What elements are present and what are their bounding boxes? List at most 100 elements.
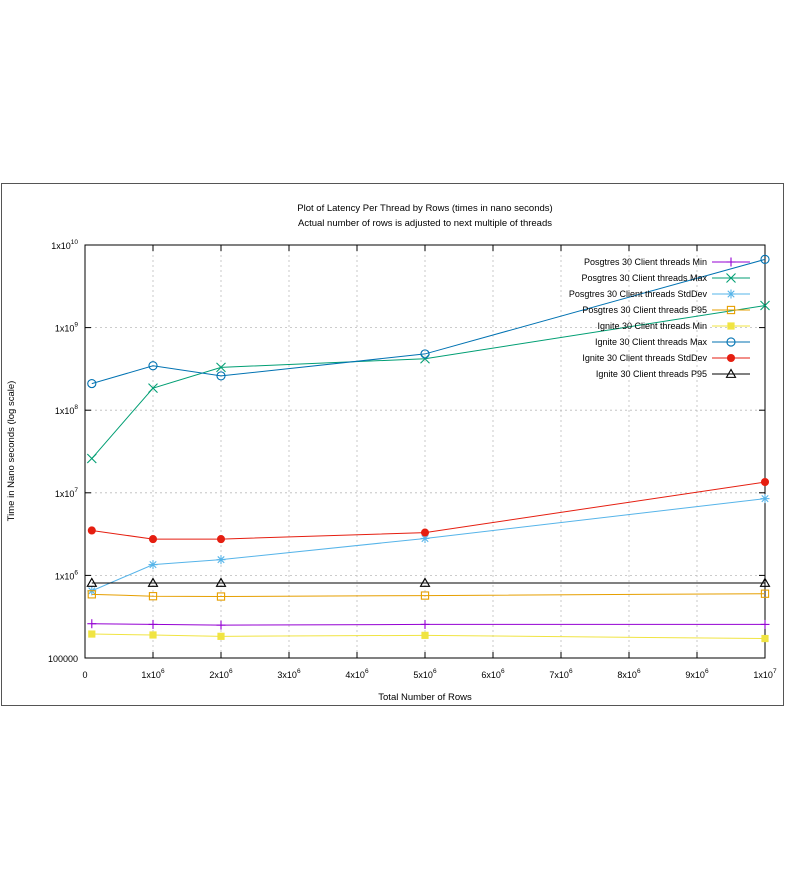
filled-square-marker bbox=[217, 632, 225, 640]
data-point bbox=[148, 361, 158, 371]
filled-circle-marker bbox=[87, 526, 96, 535]
marker-shape bbox=[148, 535, 158, 544]
legend-entry: Ignite 30 Client threads Min bbox=[597, 321, 750, 331]
marker-shape bbox=[420, 349, 430, 359]
marker-stroke bbox=[420, 353, 430, 364]
x-tick-label: 1x107 bbox=[753, 668, 777, 680]
marker-shape bbox=[727, 322, 735, 330]
data-point bbox=[216, 362, 226, 373]
series-1 bbox=[87, 619, 770, 630]
series-7 bbox=[87, 477, 770, 544]
marker-shape bbox=[760, 477, 770, 487]
legend-label: Posgtres 30 Client threads P95 bbox=[582, 305, 707, 315]
data-point bbox=[87, 378, 97, 389]
marker-shape bbox=[216, 371, 226, 381]
filled-square-marker bbox=[421, 631, 429, 639]
marker-shape bbox=[148, 592, 158, 601]
open-square-marker bbox=[216, 592, 226, 601]
x-tick-label: 1x106 bbox=[141, 668, 165, 680]
marker-stroke bbox=[761, 495, 769, 503]
grid-layer bbox=[85, 245, 765, 658]
marker-stroke bbox=[760, 300, 770, 311]
open-triangle-marker bbox=[419, 577, 431, 587]
open-circle-marker bbox=[420, 349, 430, 359]
filled-square-marker bbox=[149, 631, 157, 639]
data-point bbox=[148, 619, 158, 629]
marker-shape bbox=[421, 631, 429, 639]
filled-circle-marker bbox=[726, 353, 736, 363]
data-point bbox=[420, 619, 430, 629]
x-tick-label: 9x106 bbox=[685, 668, 709, 680]
filled-square-marker bbox=[761, 634, 769, 643]
data-point bbox=[217, 632, 225, 640]
data-point bbox=[419, 577, 431, 587]
marker-shape bbox=[215, 577, 227, 587]
data-point bbox=[760, 619, 770, 629]
y-axis-label: Time in Nano seconds (log scale) bbox=[6, 381, 17, 522]
open-triangle-marker bbox=[759, 577, 771, 587]
chart-frame bbox=[1, 183, 784, 706]
marker-stroke bbox=[726, 273, 736, 283]
data-point bbox=[760, 254, 770, 264]
data-point bbox=[86, 453, 97, 464]
data-point bbox=[216, 535, 226, 544]
x-tick-label: 2x106 bbox=[209, 668, 233, 680]
marker-shape bbox=[726, 305, 736, 315]
plus-marker bbox=[760, 619, 770, 629]
data-point bbox=[148, 535, 158, 544]
marker-stroke bbox=[86, 453, 97, 464]
data-point bbox=[216, 620, 226, 630]
y-tick-label: 1x1010 bbox=[51, 239, 78, 251]
marker-shape bbox=[148, 361, 158, 371]
marker-shape bbox=[149, 631, 157, 639]
y-tick-label: 1x107 bbox=[55, 487, 79, 499]
data-point bbox=[761, 634, 769, 643]
legend-label: Ignite 30 Client threads Min bbox=[597, 321, 707, 331]
filled-circle-marker bbox=[148, 535, 158, 544]
marker-shape bbox=[87, 590, 96, 599]
marker-stroke bbox=[148, 383, 158, 394]
series-line bbox=[91, 258, 766, 385]
legend-entry: Ignite 30 Client threads Max bbox=[595, 337, 750, 347]
data-point bbox=[216, 371, 226, 381]
data-point bbox=[88, 630, 96, 638]
asterisk-marker bbox=[726, 289, 736, 299]
marker-shape bbox=[217, 632, 225, 640]
filled-circle-marker bbox=[760, 477, 770, 487]
plus-marker bbox=[87, 619, 97, 629]
legend-label: Posgtres 30 Client threads Max bbox=[581, 273, 707, 283]
open-circle-marker bbox=[760, 254, 770, 264]
marker-shape bbox=[147, 577, 159, 587]
legend-entry: Posgtres 30 Client threads P95 bbox=[582, 305, 750, 315]
marker-shape bbox=[759, 577, 771, 587]
data-point bbox=[148, 592, 158, 601]
cross-marker bbox=[86, 453, 97, 464]
legend-entry: Posgtres 30 Client threads StdDev bbox=[569, 289, 750, 299]
open-circle-marker bbox=[87, 378, 97, 389]
open-circle-marker bbox=[726, 337, 736, 347]
cross-marker bbox=[216, 362, 226, 373]
series-line bbox=[91, 498, 766, 592]
marker-shape bbox=[760, 589, 770, 598]
legend-label: Ignite 30 Client threads Max bbox=[595, 337, 708, 347]
y-tick-label: 1x109 bbox=[55, 322, 79, 334]
marker-stroke bbox=[421, 534, 429, 543]
marker-shape bbox=[216, 592, 226, 601]
data-point bbox=[420, 591, 430, 600]
plus-marker bbox=[420, 619, 430, 629]
marker-stroke bbox=[216, 362, 226, 373]
asterisk-marker bbox=[216, 555, 226, 565]
data-point bbox=[759, 577, 771, 587]
marker-shape bbox=[88, 630, 96, 638]
marker-shape bbox=[419, 577, 431, 587]
legend-entry: Posgtres 30 Client threads Max bbox=[581, 273, 750, 283]
marker-shape bbox=[216, 535, 226, 544]
legend-label: Posgtres 30 Client threads StdDev bbox=[569, 289, 708, 299]
legend: Posgtres 30 Client threads Min Posgtres 3… bbox=[569, 257, 750, 379]
cross-marker bbox=[148, 383, 158, 394]
legend-entry: Posgtres 30 Client threads Min bbox=[584, 257, 750, 267]
y-tick-label: 1x106 bbox=[55, 569, 79, 581]
open-square-marker bbox=[760, 589, 770, 598]
open-square-marker bbox=[148, 592, 158, 601]
